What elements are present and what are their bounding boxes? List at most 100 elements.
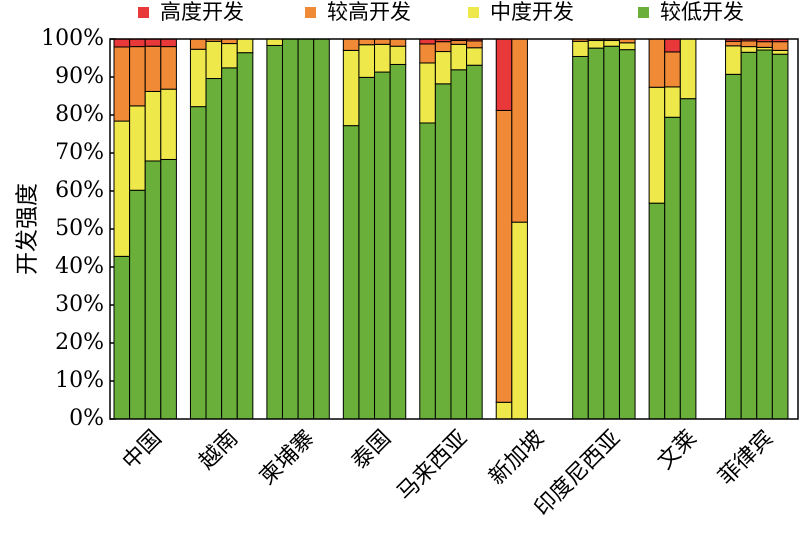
x-category-label: 越南 xyxy=(194,426,243,475)
bar-segment xyxy=(419,122,436,420)
bar-segment xyxy=(495,401,513,420)
bar-segment xyxy=(466,40,483,49)
bar-segment xyxy=(144,160,162,420)
bar-segment xyxy=(129,38,146,48)
bar-segment xyxy=(221,67,238,420)
legend-swatch xyxy=(468,7,479,18)
bars xyxy=(113,38,789,420)
bar-segment xyxy=(342,125,360,420)
x-category-label: 马来西亚 xyxy=(393,426,473,506)
bar-segment xyxy=(450,40,468,45)
bar-segment xyxy=(342,38,360,51)
bar-segment xyxy=(587,40,605,49)
y-tick-label: 40% xyxy=(55,254,104,279)
bar-segment xyxy=(358,44,376,78)
bar-segment xyxy=(725,40,742,47)
bar-segment xyxy=(664,51,681,88)
bar-segment xyxy=(771,49,789,55)
bar-segment xyxy=(603,40,620,47)
bar-segment xyxy=(266,38,283,46)
bar-segment xyxy=(771,53,789,420)
y-tick-label: 30% xyxy=(55,292,104,317)
bar-segment xyxy=(495,109,513,403)
bar-segment xyxy=(740,51,758,420)
bar-segment xyxy=(603,45,620,420)
x-category-label: 新加坡 xyxy=(485,426,549,490)
bar-segment xyxy=(389,63,407,420)
bar-segment xyxy=(221,43,238,69)
bar-segment xyxy=(740,46,758,53)
plot-frame xyxy=(109,38,799,420)
bar-segment xyxy=(236,38,254,54)
bar-segment xyxy=(756,49,773,420)
y-tick-label: 70% xyxy=(55,140,104,165)
legend-swatch xyxy=(138,7,149,18)
bar-segment xyxy=(358,38,376,46)
bar-segment xyxy=(771,41,789,51)
bar-segment xyxy=(113,46,131,122)
bar-segment xyxy=(434,51,452,85)
x-category-label: 文莱 xyxy=(653,426,702,475)
legend: 高度开发 较高开发 中度开发 较低开发 xyxy=(138,0,744,24)
y-axis-title: 开发强度 xyxy=(15,183,41,275)
y-tick-label: 20% xyxy=(55,330,104,355)
bar-segment xyxy=(511,221,528,420)
bar-segment xyxy=(740,40,758,48)
bar-segment xyxy=(374,71,391,420)
bar-segment xyxy=(374,38,391,45)
bar-segment xyxy=(664,86,681,118)
y-tick-label: 10% xyxy=(55,368,104,393)
bar-segment xyxy=(160,46,177,90)
bar-segment xyxy=(342,49,360,127)
bar-segment xyxy=(281,38,299,420)
bar-segment xyxy=(113,255,131,420)
bar-segment xyxy=(144,38,162,47)
bar-segment xyxy=(113,120,131,257)
bar-segment xyxy=(756,41,773,48)
legend-label: 较低开发 xyxy=(660,0,744,24)
bar-segment xyxy=(648,38,666,88)
bar-segment xyxy=(236,52,254,420)
y-tick-label: 60% xyxy=(55,178,104,203)
bar-segment xyxy=(664,116,681,420)
bar-segment xyxy=(434,83,452,420)
bar-segment xyxy=(450,43,468,71)
bar-segment xyxy=(189,38,207,50)
bar-segment xyxy=(511,38,528,223)
bar-segment xyxy=(129,189,146,420)
bar-segment xyxy=(725,45,742,75)
bar-segment xyxy=(358,76,376,420)
x-category-label: 泰国 xyxy=(347,426,396,475)
bar-segment xyxy=(297,38,315,420)
legend-swatch xyxy=(638,7,649,18)
bar-segment xyxy=(679,38,697,100)
bar-segment xyxy=(466,64,483,420)
bar-segment xyxy=(389,38,407,47)
bar-segment xyxy=(189,48,207,108)
bar-segment xyxy=(495,38,513,111)
bar-segment xyxy=(205,78,223,420)
bar-segment xyxy=(160,158,177,420)
bar-segment xyxy=(572,55,589,420)
x-category-label: 中国 xyxy=(118,426,167,475)
bar-segment xyxy=(129,105,146,191)
y-tick-label: 80% xyxy=(55,102,104,127)
bar-segment xyxy=(679,98,697,420)
legend-swatch xyxy=(305,7,316,18)
bar-segment xyxy=(189,106,207,420)
x-category-label: 柬埔寨 xyxy=(255,426,319,490)
bar-segment xyxy=(664,38,681,53)
bar-segment xyxy=(160,38,177,48)
bar-segment xyxy=(419,62,436,124)
bar-segment xyxy=(205,40,223,80)
y-tick-label: 50% xyxy=(55,216,104,241)
bar-segment xyxy=(113,38,131,48)
y-tick-label: 0% xyxy=(69,406,104,431)
bar-segment xyxy=(618,49,636,420)
legend-label: 高度开发 xyxy=(160,0,244,24)
bar-segment xyxy=(618,42,636,51)
bar-segment xyxy=(587,47,605,420)
bar-segment xyxy=(389,45,407,65)
